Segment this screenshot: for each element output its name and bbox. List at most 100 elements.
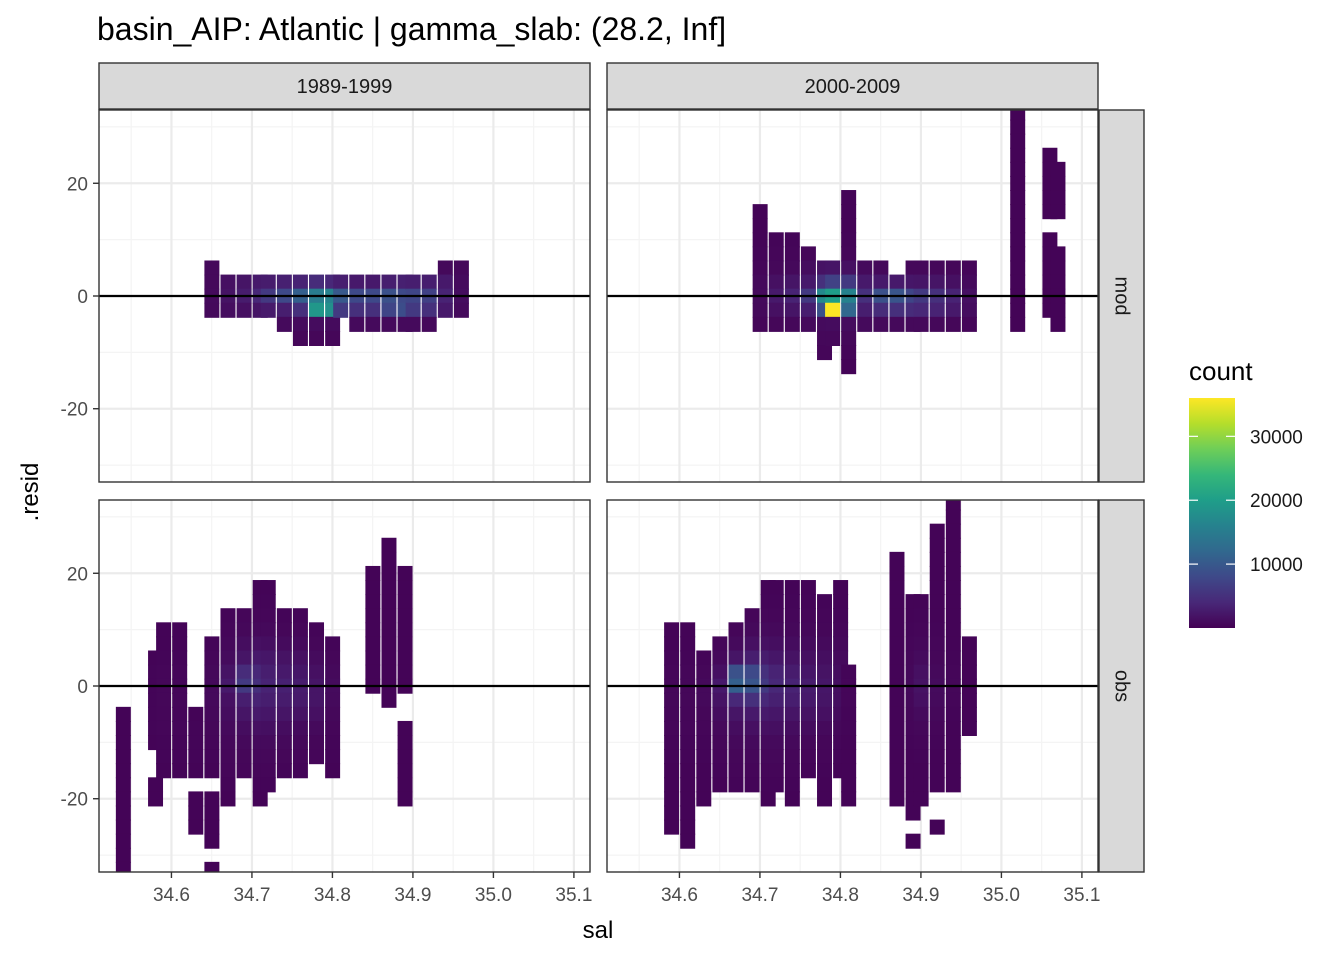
heatmap-bin <box>260 302 276 318</box>
heatmap-bin <box>421 274 437 290</box>
heatmap-bin <box>680 622 696 638</box>
heatmap-bin <box>929 692 945 708</box>
heatmap-bin <box>260 777 276 793</box>
heatmap-bin <box>784 260 800 276</box>
heatmap-bin <box>857 274 873 290</box>
heatmap-bin <box>800 594 816 610</box>
heatmap-bin <box>115 833 131 849</box>
heatmap-bin <box>744 608 760 624</box>
heatmap-bin <box>768 260 784 276</box>
strip-col-1989-1999: 1989-1999 <box>98 62 591 110</box>
heatmap-bin <box>292 650 308 666</box>
heatmap-bin <box>156 650 172 666</box>
heatmap-bin <box>833 608 849 624</box>
heatmap-bin <box>204 636 220 652</box>
heatmap-bin <box>768 692 784 708</box>
heatmap-bin <box>889 316 905 332</box>
heatmap-bin <box>913 720 929 736</box>
heatmap-bin <box>728 692 744 708</box>
heatmap-bin <box>236 636 252 652</box>
heatmap-bin <box>1050 260 1066 276</box>
heatmap-bin <box>220 622 236 638</box>
heatmap-bin <box>1010 161 1026 177</box>
heatmap-bin <box>453 302 469 318</box>
heatmap-bin <box>929 763 945 779</box>
heatmap-bin <box>365 580 381 596</box>
heatmap-bin <box>800 622 816 638</box>
heatmap-bin <box>768 735 784 751</box>
heatmap-bin <box>188 735 204 751</box>
heatmap-bin <box>817 777 833 793</box>
heatmap-bin <box>453 274 469 290</box>
heatmap-bin <box>961 720 977 736</box>
facet-panels <box>98 109 1099 873</box>
heatmap-bin <box>929 777 945 793</box>
heatmap-bins <box>204 260 469 346</box>
heatmap-bin <box>768 636 784 652</box>
heatmap-bin <box>349 302 365 318</box>
heatmap-bin <box>784 692 800 708</box>
heatmap-bin <box>1010 246 1026 262</box>
panel-border <box>606 109 1099 483</box>
heatmap-bin <box>889 749 905 765</box>
heatmap-bin <box>784 246 800 262</box>
heatmap-bin <box>945 500 961 511</box>
heatmap-bin <box>309 664 325 680</box>
heatmap-bin <box>397 720 413 736</box>
heatmap-bin <box>712 777 728 793</box>
heatmap-bin <box>680 650 696 666</box>
heatmap-bin <box>800 274 816 290</box>
heatmap-bin <box>276 706 292 722</box>
heatmap-bin <box>680 805 696 821</box>
heatmap-bin <box>696 735 712 751</box>
heatmap-bin <box>744 650 760 666</box>
x-tick-label: 34.8 <box>314 885 351 906</box>
x-tick-label: 35.1 <box>1063 885 1100 906</box>
heatmap-bin <box>833 636 849 652</box>
heatmap-bin <box>873 260 889 276</box>
heatmap-bin <box>961 664 977 680</box>
heatmap-bin <box>309 622 325 638</box>
heatmap-bin <box>381 565 397 581</box>
heatmap-bin <box>744 636 760 652</box>
heatmap-bin <box>325 636 341 652</box>
heatmap-bin <box>841 232 857 248</box>
heatmap-bin <box>421 316 437 332</box>
heatmap-bin <box>929 316 945 332</box>
heatmap-bin <box>172 664 188 680</box>
heatmap-bin <box>800 316 816 332</box>
heatmap-bin <box>784 777 800 793</box>
x-tick-label: 34.9 <box>902 885 939 906</box>
heatmap-bin <box>115 720 131 736</box>
heatmap-bin <box>712 692 728 708</box>
heatmap-bin <box>913 636 929 652</box>
heatmap-bin <box>1010 147 1026 163</box>
heatmap-bin <box>260 692 276 708</box>
heatmap-bin <box>664 819 680 835</box>
heatmap-bin <box>421 302 437 318</box>
heatmap-bin <box>333 274 349 290</box>
heatmap-bin <box>929 580 945 596</box>
heatmap-bin <box>276 608 292 624</box>
heatmap-bin <box>800 692 816 708</box>
strip-label: 1989-1999 <box>297 76 393 98</box>
heatmap-bin <box>397 650 413 666</box>
heatmap-bin <box>204 791 220 807</box>
heatmap-bin <box>188 805 204 821</box>
heatmap-bin <box>728 720 744 736</box>
heatmap-bin <box>728 622 744 638</box>
heatmap-bin <box>381 622 397 638</box>
heatmap-bin <box>744 720 760 736</box>
heatmap-bin <box>945 706 961 722</box>
heatmap-bin <box>889 650 905 666</box>
heatmap-bin <box>397 749 413 765</box>
heatmap-bin <box>728 749 744 765</box>
heatmap-bin <box>841 316 857 332</box>
heatmap-bin <box>752 260 768 276</box>
heatmap-bin <box>381 580 397 596</box>
heatmap-bin <box>913 735 929 751</box>
heatmap-bin <box>405 316 421 332</box>
heatmap-bin <box>929 650 945 666</box>
heatmap-bin <box>437 260 453 276</box>
heatmap-bin <box>325 720 341 736</box>
